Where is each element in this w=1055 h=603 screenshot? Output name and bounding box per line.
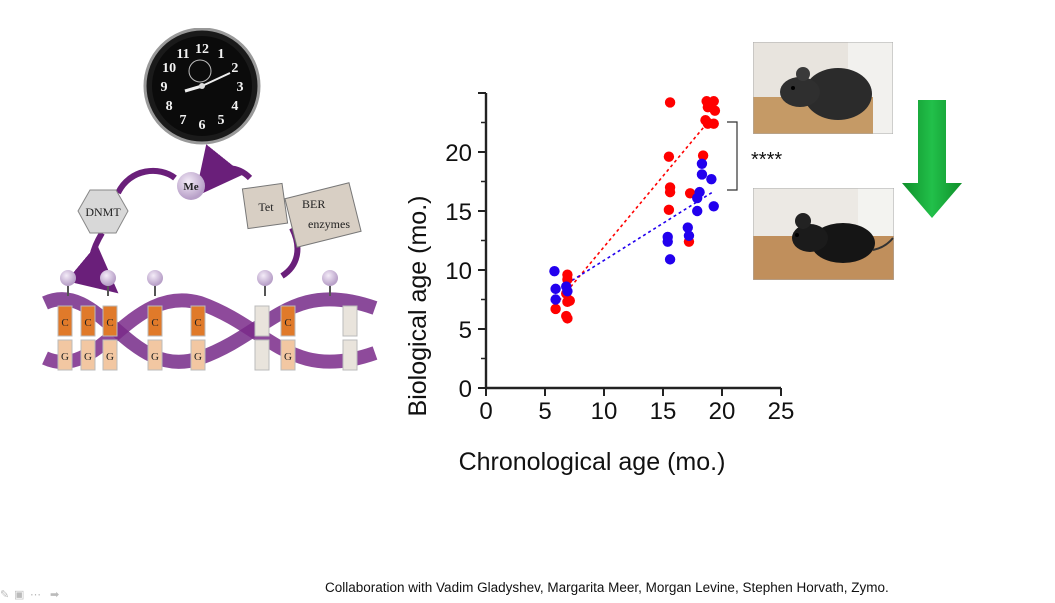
x-axis-label: Chronological age (mo.) bbox=[459, 448, 726, 476]
y-tick-label: 0 bbox=[459, 376, 472, 403]
y-tick-label: 5 bbox=[459, 317, 472, 344]
x-tick-label: 0 bbox=[479, 398, 492, 425]
clock-number: 2 bbox=[231, 61, 238, 76]
pen-icon[interactable]: ✎ bbox=[0, 589, 12, 601]
base-bottom bbox=[343, 340, 357, 370]
clock-number: 9 bbox=[161, 80, 168, 95]
base-letter-g: G bbox=[284, 351, 292, 363]
dnmt-enzyme-icon: DNMT bbox=[78, 190, 128, 233]
clock-number: 3 bbox=[237, 80, 244, 95]
data-point bbox=[709, 201, 719, 211]
data-point bbox=[694, 187, 704, 197]
clock-number: 7 bbox=[180, 113, 187, 128]
clock-number: 10 bbox=[162, 61, 176, 76]
base-letter-c: C bbox=[151, 317, 158, 329]
base-letter-c: C bbox=[106, 317, 113, 329]
dnmt-label: DNMT bbox=[85, 205, 121, 219]
data-point bbox=[706, 174, 716, 184]
trendline-0 bbox=[559, 117, 712, 301]
base-letter-c: C bbox=[61, 317, 68, 329]
chart-axes: 0 5 10 15 20 25 0 5 10 15 20 bbox=[445, 93, 794, 425]
data-point bbox=[692, 206, 702, 216]
data-point bbox=[562, 313, 572, 323]
old-mouse-photo bbox=[753, 42, 893, 134]
base-letter-g: G bbox=[194, 351, 202, 363]
data-point bbox=[550, 304, 560, 314]
base-letter-g: G bbox=[151, 351, 159, 363]
base-top bbox=[255, 306, 269, 336]
methyl-ball-icon bbox=[60, 270, 76, 286]
y-tick-label: 15 bbox=[445, 199, 472, 226]
data-point bbox=[550, 294, 560, 304]
data-point bbox=[703, 118, 713, 128]
clock-number: 5 bbox=[218, 113, 225, 128]
data-point bbox=[664, 205, 674, 215]
methyl-group-icon: Me bbox=[177, 172, 205, 200]
trendlines bbox=[557, 117, 713, 301]
x-tick-label: 20 bbox=[709, 398, 736, 425]
data-point bbox=[565, 295, 575, 305]
base-top bbox=[343, 306, 357, 336]
methyl-ball-icon bbox=[147, 270, 163, 286]
ber-label: BER bbox=[302, 197, 325, 211]
clock-number: 12 bbox=[195, 42, 209, 57]
clock-number: 8 bbox=[166, 99, 173, 114]
data-point bbox=[684, 231, 694, 241]
data-points bbox=[549, 96, 720, 324]
methyl-ball-icon bbox=[257, 270, 273, 286]
young-mouse-photo bbox=[753, 188, 894, 280]
x-tick-label: 5 bbox=[538, 398, 551, 425]
collaboration-footnote: Collaboration with Vadim Gladyshev, Marg… bbox=[325, 580, 889, 595]
slide-player-controls[interactable]: ✎ ▣ ⋯ ➡ bbox=[0, 589, 80, 603]
y-axis-label: Biological age (mo.) bbox=[404, 196, 432, 417]
clock-number: 11 bbox=[176, 47, 189, 62]
more-icon[interactable]: ⋯ bbox=[30, 589, 42, 601]
base-letter-g: G bbox=[106, 351, 114, 363]
clock-number: 4 bbox=[231, 99, 238, 114]
clock-number: 1 bbox=[218, 47, 225, 62]
y-tick-label: 20 bbox=[445, 140, 472, 167]
enzymes-label: enzymes bbox=[308, 217, 350, 231]
base-letter-c: C bbox=[284, 317, 291, 329]
slides-icon[interactable]: ▣ bbox=[14, 589, 26, 601]
methyl-ball-icon bbox=[100, 270, 116, 286]
base-bottom bbox=[255, 340, 269, 370]
data-point bbox=[665, 187, 675, 197]
tet-label: Tet bbox=[258, 200, 274, 214]
ber-enzymes-icon: BER enzymes bbox=[285, 183, 361, 247]
base-letter-c: C bbox=[194, 317, 201, 329]
x-tick-label: 15 bbox=[650, 398, 677, 425]
data-point bbox=[710, 106, 720, 116]
data-point bbox=[549, 266, 559, 276]
tet-enzyme-icon: Tet bbox=[242, 183, 287, 228]
me-label: Me bbox=[183, 181, 198, 193]
x-tick-label: 25 bbox=[768, 398, 795, 425]
data-point bbox=[664, 152, 674, 162]
data-point bbox=[562, 286, 572, 296]
data-point bbox=[665, 254, 675, 264]
data-point bbox=[663, 232, 673, 242]
significance-stars: **** bbox=[751, 149, 782, 171]
dna-helix-icon: C G C G C G C G C G C G bbox=[45, 270, 375, 370]
base-letter-g: G bbox=[84, 351, 92, 363]
data-point bbox=[550, 284, 560, 294]
base-letter-g: G bbox=[61, 351, 69, 363]
base-letter-c: C bbox=[84, 317, 91, 329]
data-point bbox=[697, 169, 707, 179]
methyl-ball-icon bbox=[322, 270, 338, 286]
data-point bbox=[562, 270, 572, 280]
scatter-chart: 0 5 10 15 20 25 0 5 10 15 20 **** Chronological ag… bbox=[395, 70, 815, 490]
data-point bbox=[665, 97, 675, 107]
y-tick-label: 10 bbox=[445, 258, 472, 285]
clock-number: 6 bbox=[199, 118, 206, 133]
data-point bbox=[697, 159, 707, 169]
x-tick-label: 10 bbox=[591, 398, 618, 425]
next-arrow-icon[interactable]: ➡ bbox=[50, 589, 62, 601]
green-down-arrow-icon bbox=[900, 98, 964, 220]
